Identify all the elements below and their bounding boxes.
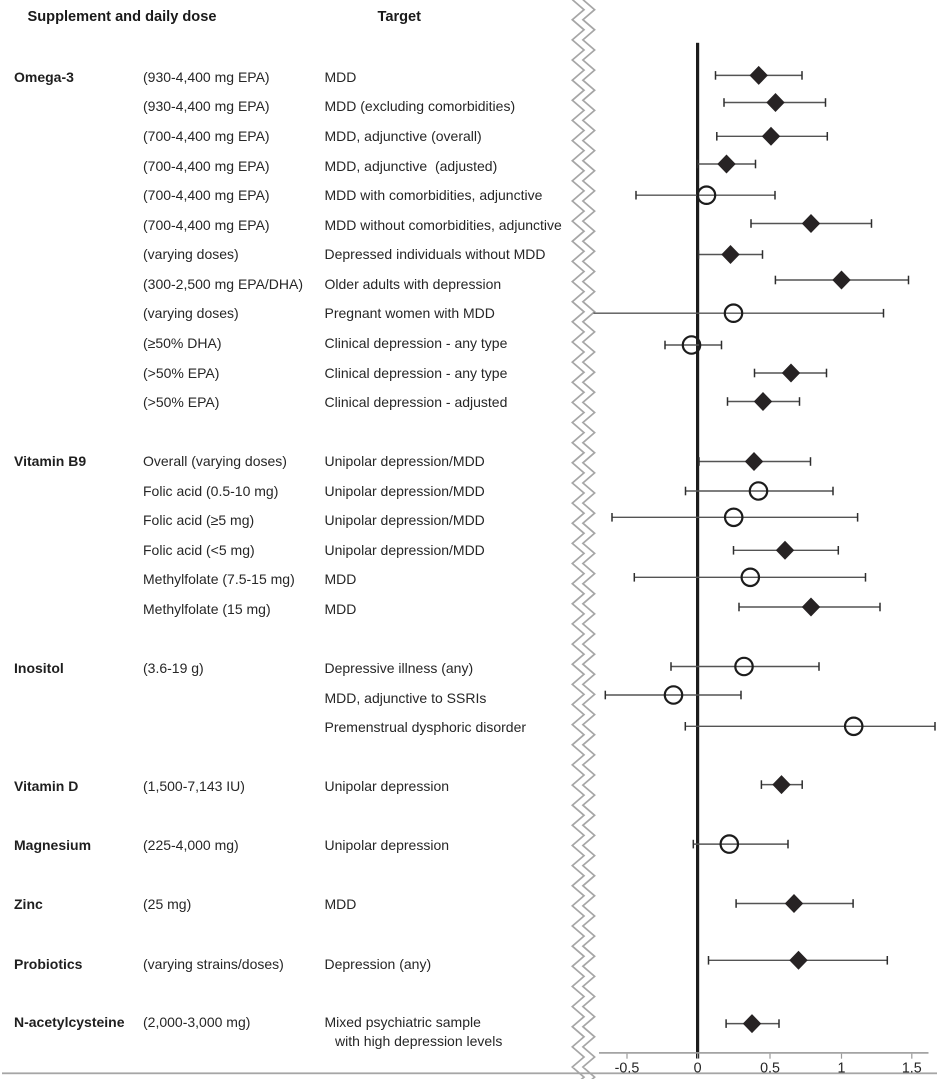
svg-text:1: 1 (838, 1061, 846, 1077)
svg-text:-0.5: -0.5 (615, 1061, 640, 1077)
svg-text:0.5: 0.5 (760, 1061, 780, 1077)
svg-text:0: 0 (694, 1061, 702, 1077)
svg-text:1.5: 1.5 (902, 1061, 922, 1077)
